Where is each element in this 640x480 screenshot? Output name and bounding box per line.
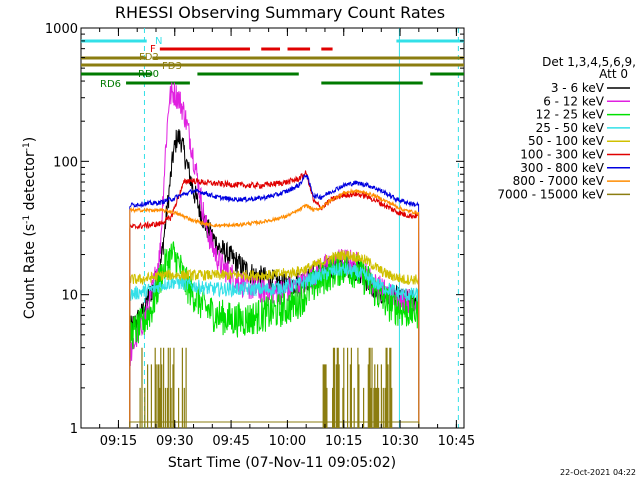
series-burst	[322, 347, 393, 428]
ylabel-sup2: -1	[22, 142, 32, 151]
series-line	[129, 249, 420, 429]
series-burst	[139, 347, 187, 428]
axis-ticks: 09:15 09:30 09:45 10:00 10:15 10:30 10:45 1 10 10…	[45, 22, 475, 449]
x-tick-label: 10:00	[269, 434, 306, 449]
x-tick-label: 09:30	[156, 434, 193, 449]
legend-label: 100 - 300 keV	[520, 148, 604, 162]
chart-title: RHESSI Observing Summary Count Rates	[115, 3, 445, 22]
time-markers	[143, 28, 459, 428]
series-group	[129, 241, 420, 429]
flag-label: F	[150, 44, 156, 55]
y-tick-label: 100	[53, 155, 78, 170]
series-group	[129, 347, 420, 428]
legend-label: 800 - 7000 keV	[513, 174, 605, 188]
x-axis-title: Start Time (07-Nov-11 09:05:02)	[168, 455, 396, 471]
ylabel-part3: )	[22, 137, 38, 142]
legend-title-line1: Det 1,3,4,5,6,9,	[542, 55, 636, 69]
legend-title-line2: Att 0	[599, 67, 628, 81]
ylabel-part1: Count Rate (s	[22, 224, 38, 319]
x-tick-label: 10:30	[381, 434, 418, 449]
y-tick-label: 10	[61, 289, 78, 304]
x-tick-label: 10:45	[438, 434, 475, 449]
series-lines	[129, 82, 420, 429]
y-axis-label: Count Rate (s-1 detector-1)	[22, 137, 38, 319]
ylabel-part2: detector	[22, 151, 38, 215]
ylabel-sup1: -1	[22, 215, 32, 224]
y-tick-label: 1	[70, 422, 78, 437]
series-group	[129, 249, 420, 429]
flag-label: FD2	[139, 52, 159, 63]
y-axis-title: Count Rate (s-1 detector-1)	[22, 137, 38, 319]
series-group	[129, 173, 420, 429]
legend-label: 6 - 12 keV	[543, 94, 605, 108]
x-tick-label: 09:45	[212, 434, 249, 449]
flag-label: RD6	[100, 79, 121, 90]
legend-label: 7000 - 15000 keV	[497, 187, 604, 201]
x-tick-label: 09:15	[100, 434, 137, 449]
series-line	[129, 241, 420, 429]
legend-label: 25 - 50 keV	[536, 121, 605, 135]
flag-label: RD0	[138, 69, 159, 80]
series-line	[129, 262, 420, 429]
y-tick-label: 1000	[45, 22, 78, 37]
series-group	[129, 187, 420, 429]
series-line	[129, 187, 420, 429]
series-line	[129, 173, 420, 429]
legend-label: 3 - 6 keV	[551, 81, 605, 95]
x-tick-label: 10:15	[325, 434, 362, 449]
generated-date: 22-Oct-2021 04:22	[560, 468, 636, 477]
legend-label: 50 - 100 keV	[528, 134, 605, 148]
flag-label: N	[155, 36, 162, 47]
flag-label: FD3	[162, 61, 182, 72]
series-group	[129, 262, 420, 429]
plot-frame	[80, 27, 465, 429]
legend-label: 12 - 25 keV	[536, 108, 605, 122]
legend-label: 300 - 800 keV	[520, 161, 604, 175]
